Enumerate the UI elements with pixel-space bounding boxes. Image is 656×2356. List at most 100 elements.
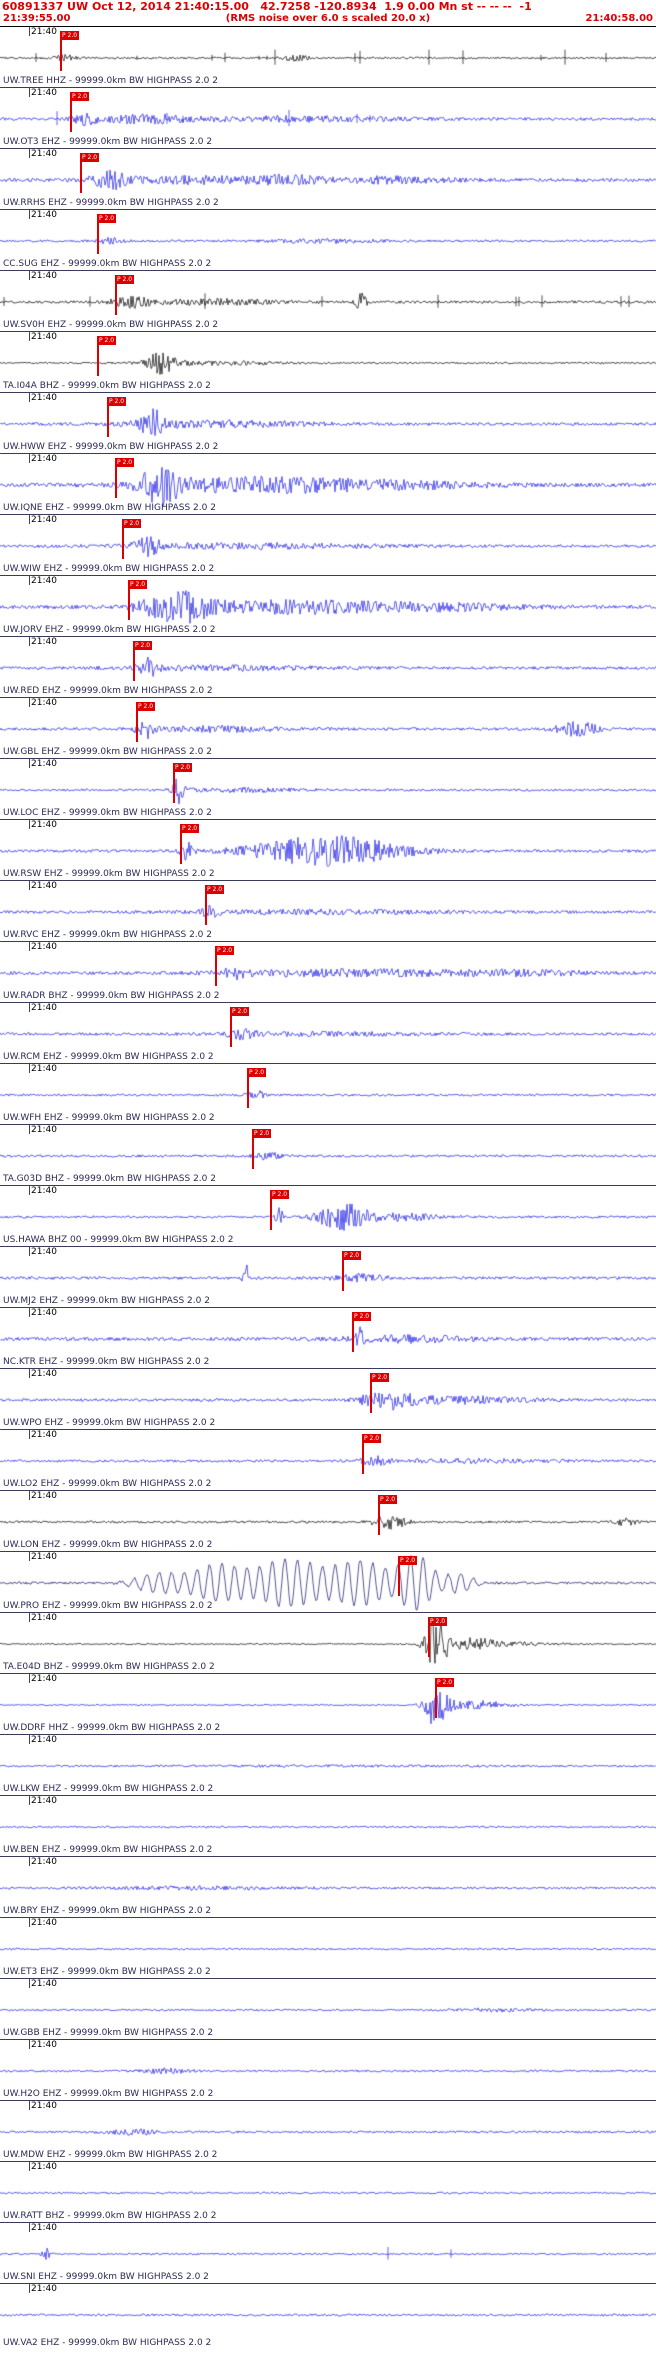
pick-flag[interactable]: P 2.0 xyxy=(378,1495,398,1504)
trace-row[interactable]: P 2.0 |21:40 TA.G03D BHZ - 99999.0km BW … xyxy=(0,1125,656,1186)
pick-flag[interactable]: P 2.0 xyxy=(435,1678,455,1687)
pick-flag[interactable]: P 2.0 xyxy=(342,1251,362,1260)
waveform[interactable] xyxy=(0,2162,656,2222)
trace-row[interactable]: |21:40 UW.H2O EHZ - 99999.0km BW HIGHPAS… xyxy=(0,2040,656,2101)
pick-flag[interactable]: P 2.0 xyxy=(205,885,225,894)
waveform[interactable] xyxy=(0,1735,656,1795)
pick-flag[interactable]: P 2.0 xyxy=(133,641,153,650)
waveform[interactable] xyxy=(0,2101,656,2161)
trace-row[interactable]: |21:40 UW.ET3 EHZ - 99999.0km BW HIGHPAS… xyxy=(0,1918,656,1979)
trace-row[interactable]: P 2.0 |21:40 UW.WFH EHZ - 99999.0km BW H… xyxy=(0,1064,656,1125)
trace-row[interactable]: P 2.0 |21:40 NC.KTR EHZ - 99999.0km BW H… xyxy=(0,1308,656,1369)
pick-flag[interactable]: P 2.0 xyxy=(370,1373,390,1382)
waveform[interactable] xyxy=(0,1430,656,1490)
waveform[interactable] xyxy=(0,1125,656,1185)
waveform[interactable] xyxy=(0,698,656,758)
trace-row[interactable]: P 2.0 |21:40 UW.LOC EHZ - 99999.0km BW H… xyxy=(0,759,656,820)
pick-flag[interactable]: P 2.0 xyxy=(128,580,148,589)
trace-row[interactable]: P 2.0 |21:40 UW.IQNE EHZ - 99999.0km BW … xyxy=(0,454,656,515)
pick-flag[interactable]: P 2.0 xyxy=(107,397,127,406)
waveform[interactable] xyxy=(0,1003,656,1063)
trace-row[interactable]: P 2.0 |21:40 TA.I04A BHZ - 99999.0km BW … xyxy=(0,332,656,393)
waveform[interactable] xyxy=(0,820,656,880)
trace-row[interactable]: P 2.0 |21:40 UW.RRHS EHZ - 99999.0km BW … xyxy=(0,149,656,210)
trace-row[interactable]: P 2.0 |21:40 UW.RSW EHZ - 99999.0km BW H… xyxy=(0,820,656,881)
trace-row[interactable]: |21:40 UW.GBB EHZ - 99999.0km BW HIGHPAS… xyxy=(0,1979,656,2040)
waveform[interactable] xyxy=(0,271,656,331)
pick-flag[interactable]: P 2.0 xyxy=(97,214,117,223)
waveform[interactable] xyxy=(0,2223,656,2283)
trace-row[interactable]: P 2.0 |21:40 CC.SUG EHZ - 99999.0km BW H… xyxy=(0,210,656,271)
pick-flag[interactable]: P 2.0 xyxy=(115,458,135,467)
trace-row[interactable]: P 2.0 |21:40 UW.WIW EHZ - 99999.0km BW H… xyxy=(0,515,656,576)
pick-flag[interactable]: P 2.0 xyxy=(80,153,100,162)
trace-row[interactable]: P 2.0 |21:40 UW.OT3 EHZ - 99999.0km BW H… xyxy=(0,88,656,149)
waveform[interactable] xyxy=(0,1857,656,1917)
pick-flag[interactable]: P 2.0 xyxy=(270,1190,290,1199)
trace-row[interactable]: P 2.0 |21:40 TA.E04D BHZ - 99999.0km BW … xyxy=(0,1613,656,1674)
trace-row[interactable]: P 2.0 |21:40 UW.SV0H EHZ - 99999.0km BW … xyxy=(0,271,656,332)
pick-flag[interactable]: P 2.0 xyxy=(122,519,142,528)
pick-flag[interactable]: P 2.0 xyxy=(362,1434,382,1443)
pick-flag[interactable]: P 2.0 xyxy=(428,1617,448,1626)
trace-row[interactable]: |21:40 UW.BEN EHZ - 99999.0km BW HIGHPAS… xyxy=(0,1796,656,1857)
trace-row[interactable]: |21:40 UW.MDW EHZ - 99999.0km BW HIGHPAS… xyxy=(0,2101,656,2162)
waveform[interactable] xyxy=(0,1918,656,1978)
waveform[interactable] xyxy=(0,1186,656,1246)
waveform[interactable] xyxy=(0,1674,656,1734)
pick-flag[interactable]: P 2.0 xyxy=(70,92,90,101)
waveform[interactable] xyxy=(0,576,656,636)
trace-row[interactable]: P 2.0 |21:40 UW.HWW EHZ - 99999.0km BW H… xyxy=(0,393,656,454)
pick-flag[interactable]: P 2.0 xyxy=(398,1556,418,1565)
waveform[interactable] xyxy=(0,1491,656,1551)
waveform[interactable] xyxy=(0,1552,656,1612)
waveform[interactable] xyxy=(0,1247,656,1307)
waveform[interactable] xyxy=(0,1064,656,1124)
pick-flag[interactable]: P 2.0 xyxy=(230,1007,250,1016)
trace-row[interactable]: P 2.0 |21:40 UW.RED EHZ - 99999.0km BW H… xyxy=(0,637,656,698)
trace-row[interactable]: P 2.0 |21:40 UW.DDRF HHZ - 99999.0km BW … xyxy=(0,1674,656,1735)
trace-row[interactable]: P 2.0 |21:40 UW.RADR BHZ - 99999.0km BW … xyxy=(0,942,656,1003)
pick-flag[interactable]: P 2.0 xyxy=(60,31,80,40)
trace-row[interactable]: P 2.0 |21:40 UW.GBL EHZ - 99999.0km BW H… xyxy=(0,698,656,759)
pick-flag[interactable]: P 2.0 xyxy=(247,1068,267,1077)
trace-row[interactable]: P 2.0 |21:40 UW.TREE HHZ - 99999.0km BW … xyxy=(0,27,656,88)
trace-row[interactable]: P 2.0 |21:40 UW.WPO EHZ - 99999.0km BW H… xyxy=(0,1369,656,1430)
waveform[interactable] xyxy=(0,454,656,514)
trace-row[interactable]: P 2.0 |21:40 UW.JORV EHZ - 99999.0km BW … xyxy=(0,576,656,637)
trace-row[interactable]: P 2.0 |21:40 UW.PRO EHZ - 99999.0km BW H… xyxy=(0,1552,656,1613)
trace-row[interactable]: P 2.0 |21:40 UW.LON EHZ - 99999.0km BW H… xyxy=(0,1491,656,1552)
pick-flag[interactable]: P 2.0 xyxy=(115,275,135,284)
trace-row[interactable]: P 2.0 |21:40 UW.LO2 EHZ - 99999.0km BW H… xyxy=(0,1430,656,1491)
waveform[interactable] xyxy=(0,2284,656,2344)
waveform[interactable] xyxy=(0,1796,656,1856)
trace-row[interactable]: P 2.0 |21:40 UW.RVC EHZ - 99999.0km BW H… xyxy=(0,881,656,942)
trace-row[interactable]: P 2.0 |21:40 UW.RCM EHZ - 99999.0km BW H… xyxy=(0,1003,656,1064)
waveform[interactable] xyxy=(0,1979,656,2039)
waveform[interactable] xyxy=(0,942,656,1002)
trace-row[interactable]: P 2.0 |21:40 UW.MJ2 EHZ - 99999.0km BW H… xyxy=(0,1247,656,1308)
pick-flag[interactable]: P 2.0 xyxy=(180,824,200,833)
pick-flag[interactable]: P 2.0 xyxy=(97,336,117,345)
pick-flag[interactable]: P 2.0 xyxy=(252,1129,272,1138)
waveform[interactable] xyxy=(0,1308,656,1368)
trace-row[interactable]: |21:40 UW.SNI EHZ - 99999.0km BW HIGHPAS… xyxy=(0,2223,656,2284)
waveform[interactable] xyxy=(0,1613,656,1673)
waveform[interactable] xyxy=(0,1369,656,1429)
waveform[interactable] xyxy=(0,637,656,697)
trace-row[interactable]: P 2.0 |21:40 US.HAWA BHZ 00 - 99999.0km … xyxy=(0,1186,656,1247)
waveform[interactable] xyxy=(0,149,656,209)
trace-row[interactable]: |21:40 UW.LKW EHZ - 99999.0km BW HIGHPAS… xyxy=(0,1735,656,1796)
pick-flag[interactable]: P 2.0 xyxy=(173,763,193,772)
waveform[interactable] xyxy=(0,881,656,941)
waveform[interactable] xyxy=(0,759,656,819)
pick-flag[interactable]: P 2.0 xyxy=(136,702,156,711)
waveform[interactable] xyxy=(0,27,656,87)
pick-flag[interactable]: P 2.0 xyxy=(352,1312,372,1321)
pick-flag[interactable]: P 2.0 xyxy=(215,946,235,955)
waveform[interactable] xyxy=(0,88,656,148)
trace-row[interactable]: |21:40 UW.RATT BHZ - 99999.0km BW HIGHPA… xyxy=(0,2162,656,2223)
waveform[interactable] xyxy=(0,515,656,575)
trace-row[interactable]: |21:40 UW.BRY EHZ - 99999.0km BW HIGHPAS… xyxy=(0,1857,656,1918)
waveform[interactable] xyxy=(0,2040,656,2100)
